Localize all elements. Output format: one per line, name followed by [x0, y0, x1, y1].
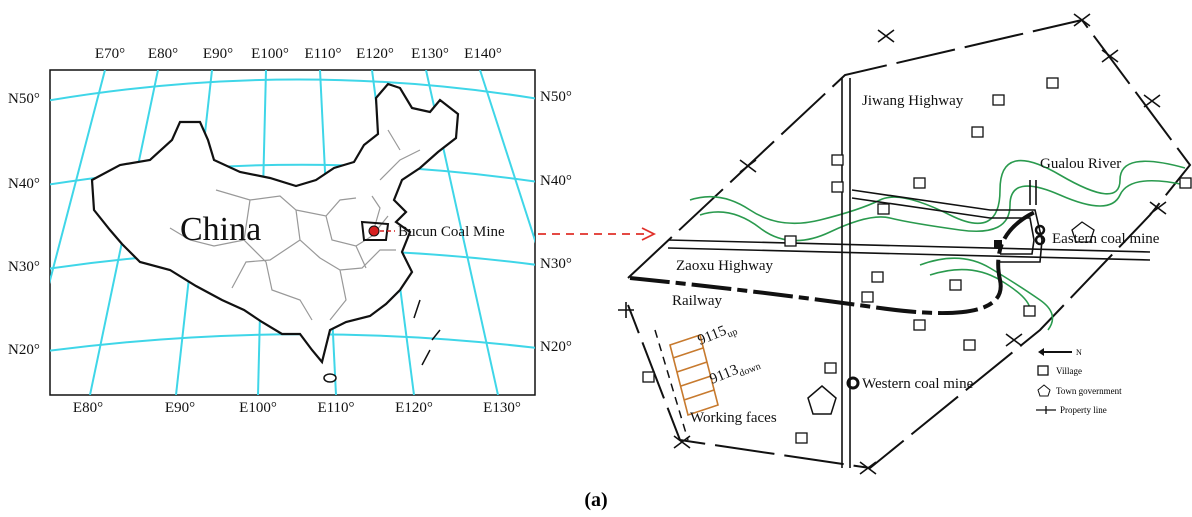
latitude-label: N40°: [540, 173, 572, 189]
longitude-label: E140°: [464, 46, 502, 62]
longitude-label: E110°: [304, 46, 341, 62]
longitude-label: E90°: [203, 46, 233, 62]
mine-label: Bucun Coal Mine: [398, 224, 505, 240]
legend: N Village Town government Property line: [1036, 348, 1122, 415]
latitude-label: N20°: [8, 342, 40, 358]
face-number: 9115: [696, 323, 729, 349]
mine-area-map: Jiwang Highway Gualou River Eastern coal…: [618, 14, 1191, 474]
longitude-label: E130°: [483, 400, 521, 416]
face-number: 9113: [708, 362, 741, 388]
town-government: [808, 386, 836, 414]
country-label: China: [180, 211, 261, 248]
longitude-label: E130°: [411, 46, 449, 62]
mine-marker: [369, 226, 379, 236]
highway-label: Zaoxu Highway: [676, 258, 774, 274]
face-label: 9115up: [696, 319, 740, 351]
longitude-label: E110°: [317, 400, 354, 416]
figure: China Bucun Coal Mine: [0, 0, 1192, 517]
railway-label: Railway: [672, 293, 722, 309]
latitude-label: N50°: [8, 91, 40, 107]
mine-building: [994, 240, 1002, 248]
legend-label: Town government: [1056, 386, 1122, 396]
river-label: Gualou River: [1040, 156, 1121, 172]
longitude-label: E100°: [239, 400, 277, 416]
latitude-label: N50°: [540, 89, 572, 105]
latitude-label: N30°: [8, 259, 40, 275]
face-sub: up: [726, 327, 739, 341]
legend-label: Property line: [1060, 405, 1107, 415]
longitude-label: E120°: [356, 46, 394, 62]
latitude-label: N20°: [540, 339, 572, 355]
legend-label: Village: [1056, 366, 1082, 376]
eastern-mine-icon: [1036, 236, 1044, 244]
highway-label: Jiwang Highway: [862, 93, 964, 109]
china-map: China Bucun Coal Mine: [20, 70, 585, 395]
hainan: [324, 374, 336, 382]
western-mine-icon: [848, 378, 858, 388]
legend-label: N: [1076, 348, 1082, 357]
longitude-label: E90°: [165, 400, 195, 416]
face-sub: down: [738, 361, 763, 380]
face-label: 9113down: [708, 354, 763, 391]
longitude-label: E120°: [395, 400, 433, 416]
caption: (a): [584, 489, 607, 511]
latitude-label: N40°: [8, 176, 40, 192]
faces-label: Working faces: [690, 410, 777, 426]
longitude-label: E80°: [148, 46, 178, 62]
longitude-label: E70°: [95, 46, 125, 62]
mine-label: Western coal mine: [862, 376, 974, 392]
latitude-label: N30°: [540, 256, 572, 272]
longitude-label: E100°: [251, 46, 289, 62]
longitude-label: E80°: [73, 400, 103, 416]
mine-label: Eastern coal mine: [1052, 231, 1160, 247]
